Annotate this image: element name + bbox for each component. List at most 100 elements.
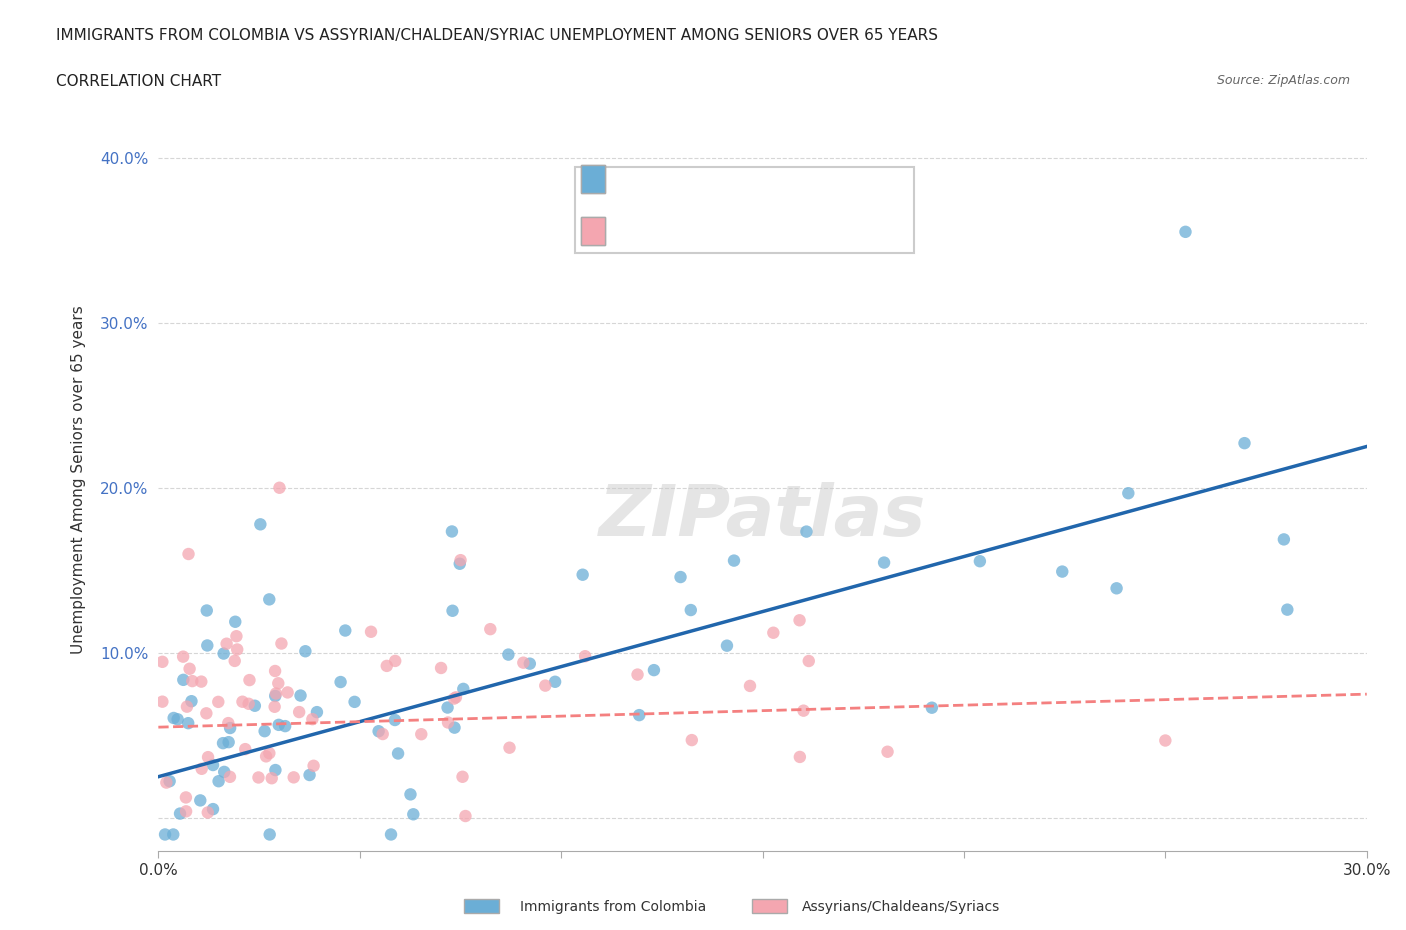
Point [626,667,648,682]
FancyBboxPatch shape [581,218,606,246]
Point [215,636,238,651]
Point [574,649,596,664]
Point [411,726,433,741]
Point [443,720,465,735]
Point [264,763,287,777]
Point [302,758,325,773]
Point [267,717,290,732]
Point [212,736,235,751]
Point [436,700,458,715]
Point [453,682,475,697]
Point [451,769,474,784]
Point [172,672,194,687]
Point [177,547,200,562]
Point [226,642,249,657]
Point [243,698,266,713]
Point [283,770,305,785]
Point [384,712,406,727]
Point [264,688,287,703]
Text: CORRELATION CHART: CORRELATION CHART [56,74,221,89]
Point [231,695,253,710]
Text: Immigrants from Colombia: Immigrants from Colombia [520,899,706,914]
Point [259,591,281,606]
Point [195,706,218,721]
Point [197,805,219,820]
Point [224,615,246,630]
Point [1277,603,1299,618]
Point [876,744,898,759]
Point [190,674,212,689]
Point [969,553,991,568]
Point [150,694,173,709]
Point [301,711,323,726]
Point [249,517,271,532]
Point [789,613,811,628]
Point [371,726,394,741]
Point [274,719,297,734]
Point [762,625,785,640]
Point [643,663,665,678]
Point [402,807,425,822]
Point [269,480,291,495]
Point [679,603,702,618]
Point [1154,733,1177,748]
Point [247,770,270,785]
Point [375,658,398,673]
Point [150,655,173,670]
Point [873,555,896,570]
Point [172,649,194,664]
Point [224,654,246,669]
Point [195,638,218,653]
Point [197,750,219,764]
Y-axis label: Unemployment Among Seniors over 65 years: Unemployment Among Seniors over 65 years [72,305,86,654]
Point [163,711,186,725]
Point [1174,224,1197,239]
Point [443,691,465,706]
Point [177,716,200,731]
Point [294,644,316,658]
Point [534,678,557,693]
Text: IMMIGRANTS FROM COLOMBIA VS ASSYRIAN/CHALDEAN/SYRIAC UNEMPLOYMENT AMONG SENIORS : IMMIGRANTS FROM COLOMBIA VS ASSYRIAN/CHA… [56,28,938,43]
Point [440,524,463,538]
Point [796,525,818,539]
Point [380,827,402,842]
Point [437,715,460,730]
Point [738,679,761,694]
Point [219,721,242,736]
Text: R = 0.632   N = 70: R = 0.632 N = 70 [612,169,796,188]
Point [384,654,406,669]
Point [264,686,287,701]
Point [188,793,211,808]
Point [716,638,738,653]
Point [444,690,467,705]
Point [628,708,651,723]
Point [259,827,281,842]
Point [1272,532,1295,547]
Point [1105,581,1128,596]
Point [498,647,520,662]
Point [159,774,181,789]
Point [219,769,242,784]
Point [181,673,204,688]
Point [201,758,224,773]
Point [288,705,311,720]
Point [260,771,283,786]
Point [233,742,256,757]
Point [162,827,184,842]
Point [544,674,567,689]
Point [176,699,198,714]
Point [512,656,534,671]
Point [179,661,201,676]
Point [190,762,212,777]
Point [174,804,197,818]
Point [305,705,328,720]
Point [449,556,471,571]
Point [793,703,815,718]
Point [264,664,287,679]
Point [270,636,292,651]
Point [669,569,692,584]
Point [253,724,276,738]
Point [155,775,177,790]
Point [254,749,277,764]
Point [797,654,820,669]
